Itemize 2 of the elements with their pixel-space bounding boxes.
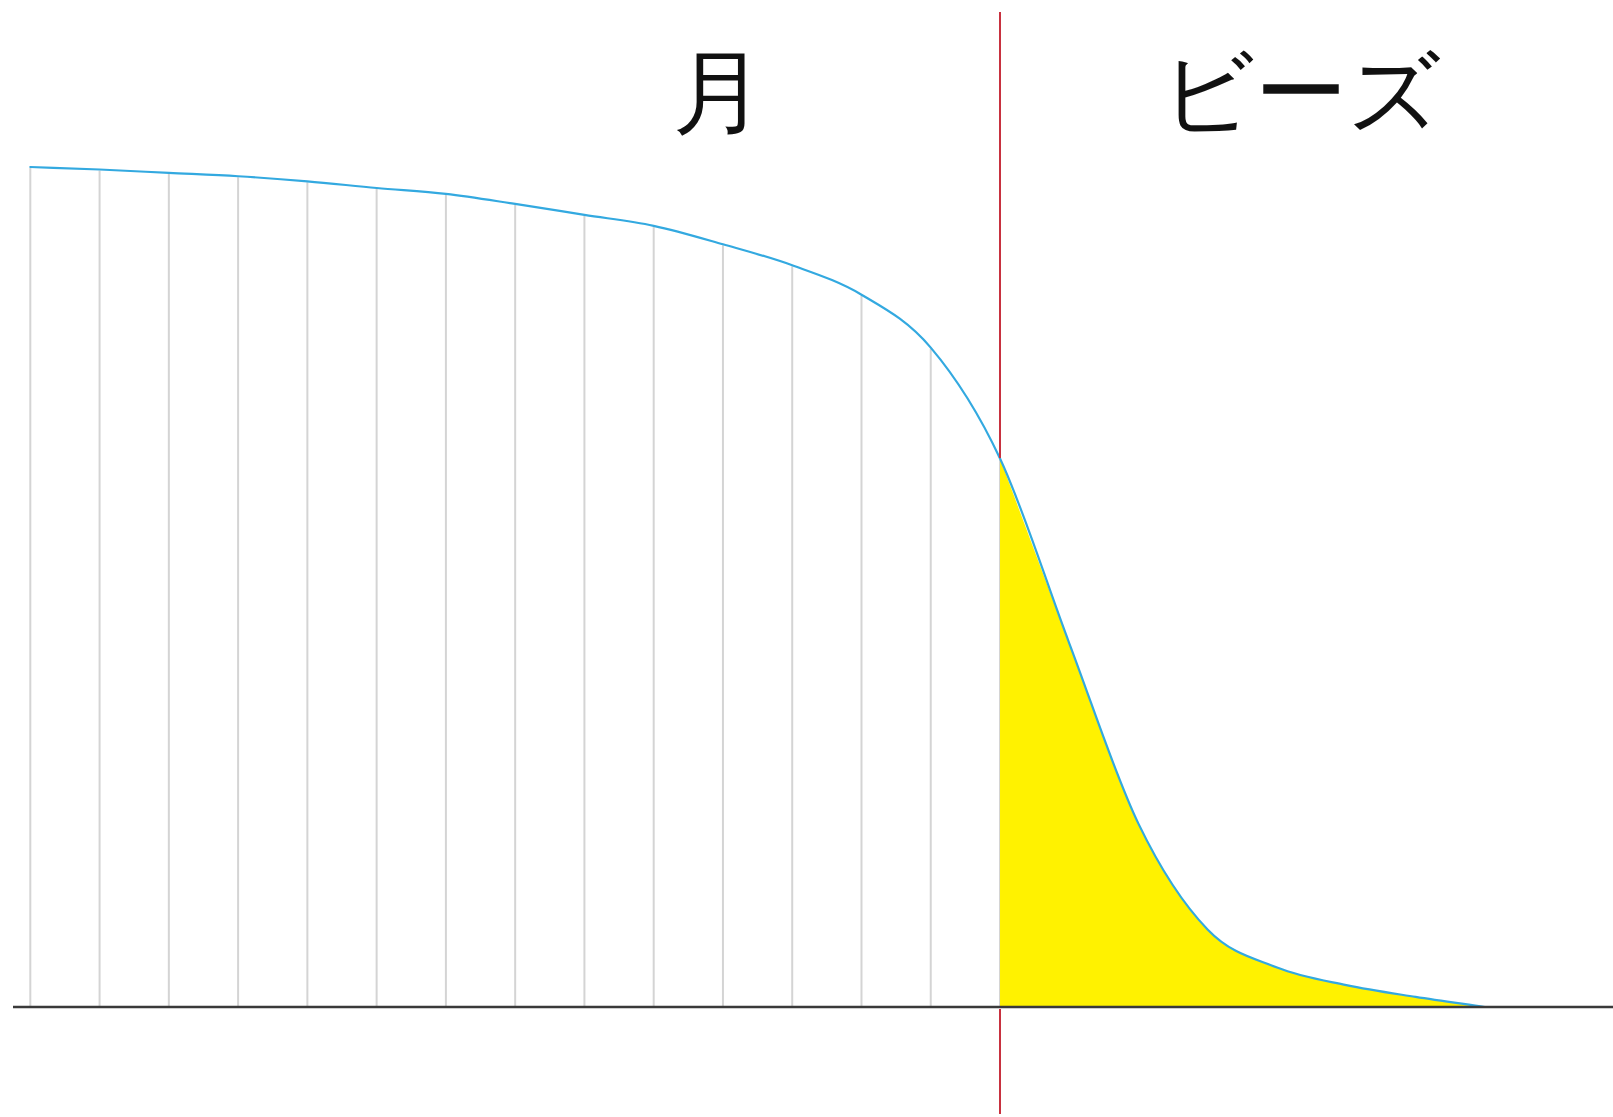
text: ビーズ	[1161, 38, 1442, 146]
text: 月	[673, 38, 766, 146]
